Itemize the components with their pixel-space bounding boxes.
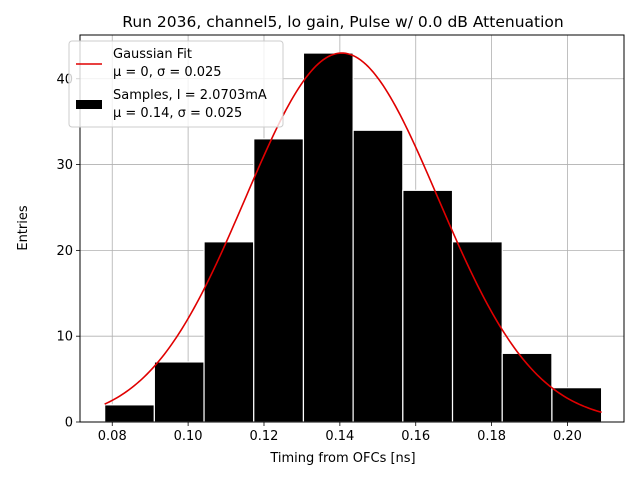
y-axis-label: Entries (16, 205, 31, 251)
legend: Gaussian Fit μ = 0, σ = 0.025 Samples, I… (68, 40, 284, 128)
legend-box (68, 40, 284, 128)
y-tick-label: 10 (56, 330, 73, 345)
legend-fit-label: Gaussian Fit (113, 47, 192, 62)
legend-histogram-label: Samples, I = 2.0703mA (113, 88, 267, 103)
histogram-bar (352, 129, 404, 423)
histogram-bar (451, 241, 503, 423)
histogram-bar (402, 189, 454, 423)
legend-fit-params: μ = 0, σ = 0.025 (113, 65, 222, 80)
y-tick-label: 20 (56, 244, 73, 259)
x-tick-label: 0.14 (325, 429, 354, 444)
legend-histogram-swatch (76, 100, 102, 109)
x-axis-label: Timing from OFCs [ns] (269, 451, 415, 466)
x-tick-label: 0.12 (250, 429, 279, 444)
chart-title: Run 2036, channel5, lo gain, Pulse w/ 0.… (122, 13, 563, 31)
x-tick-label: 0.08 (98, 429, 127, 444)
histogram-bars (104, 52, 603, 423)
histogram-bar (153, 361, 205, 423)
x-axis-ticks: 0.08 0.10 0.12 0.14 0.16 0.18 0.20 (98, 422, 582, 444)
histogram-bar (203, 241, 255, 423)
y-tick-label: 0 (65, 416, 73, 431)
histogram-bar (104, 404, 155, 423)
histogram-bar (302, 52, 354, 423)
plot-frame (79, 34, 625, 423)
gaussian-fit-line (104, 52, 602, 414)
legend-histogram-params: μ = 0.14, σ = 0.025 (113, 106, 242, 121)
histogram-bar (253, 138, 305, 423)
x-tick-label: 0.18 (477, 429, 506, 444)
x-tick-label: 0.20 (553, 429, 582, 444)
x-tick-label: 0.16 (401, 429, 430, 444)
y-tick-label: 30 (56, 158, 73, 173)
x-tick-label: 0.10 (174, 429, 203, 444)
